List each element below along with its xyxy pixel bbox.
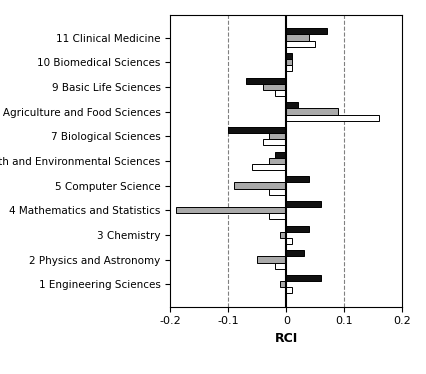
Legend: P1, P2, P3: P1, P2, P3	[226, 370, 347, 374]
Bar	[280, 232, 286, 238]
Bar	[286, 201, 321, 207]
X-axis label: RCI: RCI	[275, 332, 298, 345]
Bar	[257, 257, 286, 263]
Bar	[228, 127, 286, 133]
Bar	[286, 275, 321, 281]
Bar	[286, 226, 309, 232]
Bar	[263, 139, 286, 145]
Bar	[263, 84, 286, 90]
Bar	[246, 77, 286, 84]
Bar	[176, 207, 286, 213]
Bar	[286, 108, 338, 114]
Bar	[275, 90, 286, 96]
Bar	[286, 176, 309, 183]
Bar	[280, 281, 286, 287]
Bar	[269, 213, 286, 220]
Bar	[251, 164, 286, 170]
Bar	[286, 28, 327, 34]
Bar	[286, 114, 379, 121]
Bar	[269, 188, 286, 195]
Bar	[275, 151, 286, 158]
Bar	[286, 53, 292, 59]
Bar	[286, 41, 315, 47]
Bar	[269, 133, 286, 139]
Bar	[286, 102, 298, 108]
Bar	[286, 65, 292, 71]
Bar	[275, 263, 286, 269]
Bar	[286, 287, 292, 294]
Bar	[286, 59, 292, 65]
Bar	[286, 34, 309, 41]
Bar	[234, 183, 286, 188]
Bar	[269, 158, 286, 164]
Bar	[286, 250, 304, 257]
Bar	[286, 238, 292, 244]
